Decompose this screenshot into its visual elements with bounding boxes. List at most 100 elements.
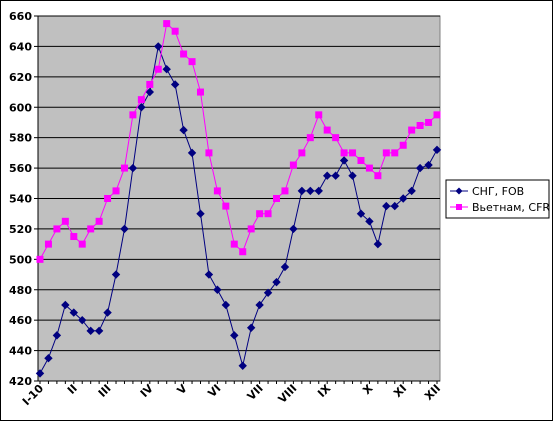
- y-tick-label: 660: [9, 10, 32, 23]
- data-point: [221, 300, 231, 310]
- data-point: [196, 88, 204, 96]
- legend-item: Вьетнам, CFR: [450, 201, 550, 214]
- data-point: [145, 87, 155, 97]
- data-point: [35, 369, 45, 378]
- data-point: [322, 171, 332, 180]
- data-point: [391, 149, 399, 157]
- data-point: [357, 156, 365, 164]
- data-point: [256, 210, 264, 218]
- series-2: [36, 20, 441, 263]
- data-point: [52, 331, 62, 340]
- data-point: [280, 262, 290, 272]
- data-point: [246, 323, 256, 332]
- data-point: [162, 65, 171, 74]
- data-point: [289, 224, 298, 234]
- data-point: [340, 149, 348, 157]
- data-point: [196, 209, 205, 218]
- legend: СНГ, FOB Вьетнам, CFR: [445, 179, 550, 219]
- data-point: [104, 195, 112, 202]
- data-point: [298, 149, 306, 157]
- data-point: [273, 195, 281, 202]
- data-point: [128, 163, 138, 173]
- y-tick-label: 580: [9, 132, 32, 145]
- data-point: [255, 300, 264, 310]
- data-point: [331, 171, 340, 180]
- data-point: [238, 361, 247, 370]
- y-tick-label: 640: [9, 40, 32, 53]
- data-point: [78, 240, 86, 248]
- y-tick-label: 520: [9, 223, 32, 236]
- data-point: [432, 145, 442, 155]
- data-point: [36, 255, 44, 263]
- data-point: [349, 149, 357, 157]
- legend-label: СНГ, FOB: [472, 185, 524, 198]
- data-point: [87, 225, 95, 233]
- data-point: [53, 225, 61, 233]
- data-point: [365, 164, 373, 172]
- data-point: [188, 58, 196, 66]
- data-point: [213, 285, 222, 294]
- data-point: [314, 186, 323, 196]
- y-tick-label: 560: [9, 162, 32, 175]
- data-point: [315, 111, 323, 119]
- data-point: [339, 156, 349, 165]
- data-point: [111, 270, 121, 279]
- data-point: [154, 42, 163, 51]
- data-point: [205, 149, 213, 157]
- y-tick-label: 540: [9, 193, 32, 206]
- data-point: [382, 201, 391, 211]
- data-point: [374, 172, 382, 180]
- y-tick-label: 420: [9, 375, 32, 388]
- data-point: [171, 27, 179, 35]
- data-point: [323, 126, 331, 134]
- data-point: [247, 225, 255, 233]
- legend-marker: [455, 187, 463, 195]
- data-point: [424, 160, 433, 170]
- data-point: [129, 111, 137, 119]
- data-point: [356, 209, 366, 218]
- data-point: [70, 233, 78, 241]
- y-tick-label: 620: [9, 71, 32, 84]
- data-point: [306, 186, 315, 196]
- data-point: [365, 217, 374, 226]
- data-point: [146, 80, 154, 88]
- data-point: [264, 210, 272, 218]
- data-point: [95, 217, 103, 225]
- data-point: [348, 171, 357, 180]
- data-point: [137, 96, 145, 104]
- data-point: [179, 125, 188, 135]
- series-layer: [35, 20, 442, 378]
- data-point: [382, 149, 390, 157]
- data-point: [204, 270, 214, 279]
- data-point: [61, 300, 70, 310]
- legend-box: [445, 179, 550, 219]
- data-point: [399, 194, 408, 203]
- data-point: [306, 134, 314, 142]
- data-point: [281, 187, 289, 195]
- series-1: [35, 42, 442, 378]
- data-point: [154, 65, 162, 73]
- data-point: [390, 201, 399, 211]
- data-point: [289, 161, 297, 169]
- y-tick-label: 480: [9, 284, 32, 297]
- legend-label: Вьетнам, CFR: [472, 201, 550, 214]
- data-point: [187, 148, 197, 158]
- data-point: [44, 353, 53, 363]
- data-point: [297, 186, 307, 196]
- y-tick-label: 600: [9, 101, 32, 114]
- data-point: [103, 308, 112, 317]
- data-point: [163, 20, 171, 28]
- data-point: [407, 186, 416, 196]
- data-point: [170, 80, 180, 89]
- data-point: [408, 126, 416, 134]
- data-point: [263, 288, 273, 297]
- data-point: [239, 248, 247, 256]
- data-point: [332, 134, 340, 142]
- data-point: [425, 118, 433, 126]
- data-point: [222, 202, 230, 210]
- data-point: [78, 315, 87, 325]
- y-tick-label: 440: [9, 345, 32, 358]
- data-point: [112, 187, 120, 195]
- data-point: [230, 331, 239, 340]
